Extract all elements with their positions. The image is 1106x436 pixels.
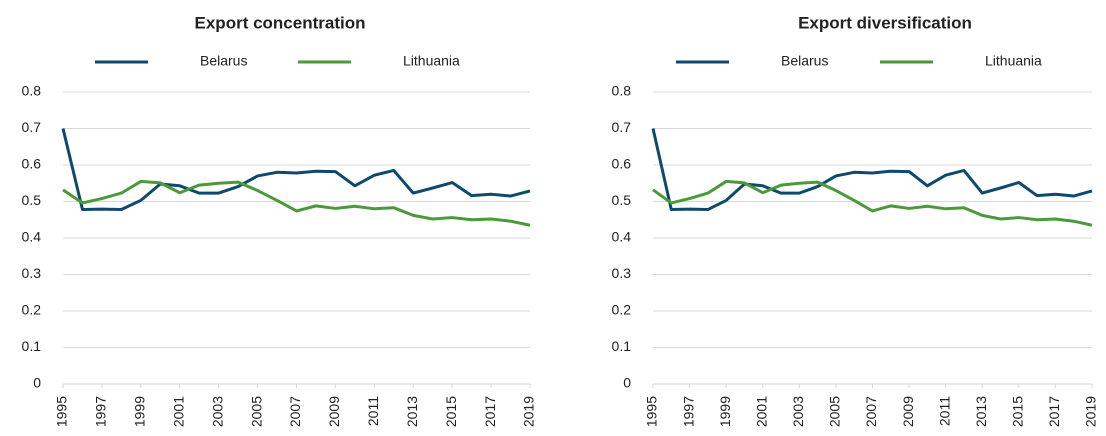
x-tick-label: 1999 (717, 396, 733, 427)
y-tick-label: 0.3 (612, 265, 632, 281)
series-line (62, 179, 531, 227)
y-tick-label: 0.6 (22, 156, 42, 172)
x-tick-label: 1997 (93, 396, 109, 427)
x-tick-label: 2013 (973, 396, 989, 427)
chart: Export concentration 0 0.1 0.2 0.3 0.4 0.5 0.6 0… (22, 13, 537, 427)
y-tick-label: 0.7 (22, 119, 42, 135)
x-tick-label: 2001 (170, 396, 186, 427)
legend-label: Belarus (781, 53, 828, 69)
legend-label: Belarus (200, 53, 247, 69)
x-tick-label: 2011 (936, 396, 952, 426)
x-tick-label: 2017 (1046, 396, 1062, 427)
x-tick-label: 1999 (132, 396, 148, 427)
y-tick-label: 0.4 (22, 229, 42, 245)
legend-label: Lithuania (403, 53, 460, 69)
y-tick-label: 0.3 (22, 265, 42, 281)
y-tick-label: 0 (623, 375, 631, 391)
x-tick-label: 2005 (248, 396, 264, 427)
y-tick-label: 0.7 (612, 119, 632, 135)
y-tick-label: 0.6 (612, 156, 632, 172)
x-tick-label: 2003 (209, 396, 225, 427)
x-tick-label: 2009 (326, 396, 342, 427)
x-tick-label: 1995 (644, 396, 660, 427)
x-tick-label: 2013 (404, 396, 420, 427)
y-tick-label: 0.2 (22, 302, 42, 318)
x-tick-label: 2009 (900, 396, 916, 427)
x-tick-label: 2011 (365, 396, 381, 426)
x-tick-label: 2005 (827, 396, 843, 427)
x-tick-label: 2019 (1083, 396, 1099, 427)
chart: Export diversification 0 0.1 0.2 0.3 0.4 0.5 0.… (612, 13, 1099, 427)
x-tick-label: 2019 (521, 396, 537, 427)
x-tick-label: 2003 (790, 396, 806, 427)
x-tick-label: 2007 (863, 396, 879, 427)
x-tick-label: 2015 (443, 396, 459, 427)
y-tick-label: 0.1 (612, 338, 632, 354)
y-tick-label: 0.2 (612, 302, 632, 318)
y-tick-label: 0.1 (22, 338, 42, 354)
y-tick-label: 0.8 (612, 83, 632, 99)
chart-title: Export concentration (195, 13, 366, 32)
x-tick-label: 2001 (753, 396, 769, 427)
x-tick-label: 2015 (1010, 396, 1026, 427)
x-tick-label: 1997 (680, 396, 696, 427)
x-tick-label: 2007 (287, 396, 303, 427)
x-tick-label: 1995 (54, 396, 70, 427)
y-tick-label: 0.4 (612, 229, 632, 245)
series-line (651, 128, 1093, 212)
series-line (652, 179, 1093, 227)
y-tick-label: 0 (33, 375, 41, 391)
chart-title: Export diversification (798, 13, 972, 32)
y-tick-label: 0.5 (612, 192, 632, 208)
legend-label: Lithuania (985, 53, 1042, 69)
y-tick-label: 0.5 (22, 192, 42, 208)
x-tick-label: 2017 (482, 396, 498, 427)
y-tick-label: 0.8 (22, 83, 42, 99)
series-line (61, 128, 531, 212)
